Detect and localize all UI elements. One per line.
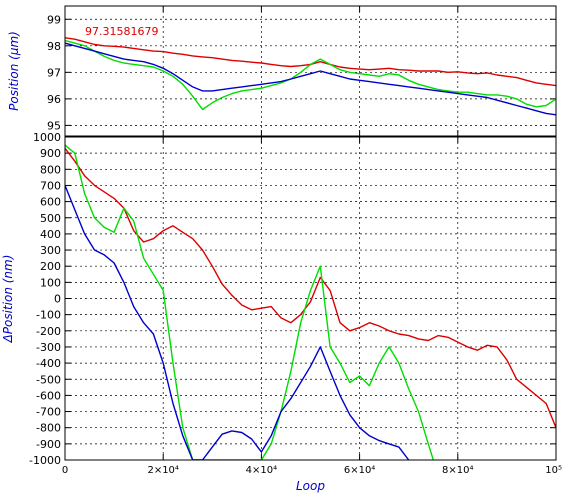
top-y-axis-label: Position (μm) (7, 31, 21, 111)
x-tick-label: 6×10⁴ (344, 465, 375, 476)
y-tick-label: 97 (47, 66, 61, 79)
position-annotation: 97.31581679 (85, 25, 158, 38)
x-tick-label: 0 (62, 465, 68, 476)
y-tick-label: -600 (36, 389, 61, 402)
y-tick-label: 1000 (33, 131, 61, 144)
y-tick-label: -1000 (29, 454, 61, 467)
y-tick-label: 98 (47, 40, 61, 53)
x-tick-label: 8×10⁴ (442, 465, 473, 476)
y-tick-label: -100 (36, 309, 61, 322)
y-tick-label: -200 (36, 325, 61, 338)
y-tick-label: 99 (47, 13, 61, 26)
y-tick-label: -400 (36, 357, 61, 370)
series-line-green (65, 39, 556, 111)
top-series (65, 37, 556, 116)
y-tick-label: -300 (36, 341, 61, 354)
bottom-y-axis-label: ΔPosition (nm) (1, 255, 15, 344)
y-tick-label: 100 (40, 276, 61, 289)
x-tick-label: 2×10⁴ (147, 465, 178, 476)
top-tick-labels: 95 96 97 98 99 (47, 6, 557, 136)
y-tick-label: 300 (40, 244, 61, 257)
top-plot-frame (64, 5, 557, 137)
y-tick-label: 0 (54, 293, 61, 306)
x-tick-label: 4×10⁴ (246, 465, 277, 476)
series-line-red (65, 147, 556, 428)
bottom-plot-frame (64, 136, 557, 461)
y-tick-label: -700 (36, 406, 61, 419)
top-grid (65, 6, 556, 136)
bottom-panel: 10009008007006005004003002001000-100-200… (1, 131, 562, 493)
bottom-grid (65, 137, 556, 460)
y-tick-label: 95 (47, 119, 61, 132)
y-tick-label: -500 (36, 373, 61, 386)
y-tick-label: 600 (40, 196, 61, 209)
x-axis-label: Loop (296, 479, 325, 493)
series-line-blue (65, 42, 556, 116)
y-tick-label: 900 (40, 147, 61, 160)
y-tick-label: 200 (40, 260, 61, 273)
x-tick-label: 10⁵ (545, 465, 562, 476)
series-line-green (65, 144, 434, 460)
bottom-tick-labels: 10009008007006005004003002001000-100-200… (29, 131, 562, 476)
y-tick-label: 500 (40, 212, 61, 225)
series-line-blue (65, 185, 410, 460)
top-panel: 95 96 97 98 99 97.31581679 Position (μm) (7, 5, 557, 137)
y-tick-label: 96 (47, 93, 61, 106)
y-tick-label: 400 (40, 228, 61, 241)
y-tick-label: -900 (36, 438, 61, 451)
bottom-series (65, 144, 556, 460)
y-tick-label: 800 (40, 163, 61, 176)
y-tick-label: -800 (36, 422, 61, 435)
y-tick-label: 700 (40, 179, 61, 192)
